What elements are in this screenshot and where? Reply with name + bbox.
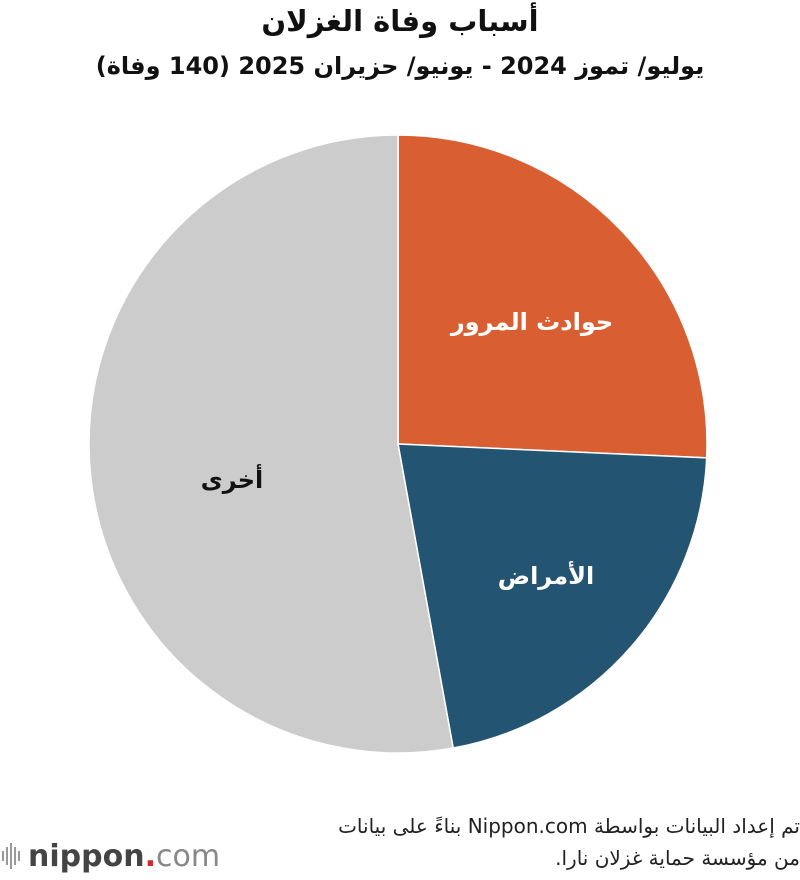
chart-title: أسباب وفاة الغزلان <box>261 4 539 38</box>
slice-traffic-accidents <box>397 134 708 459</box>
nippon-logo: nippon. com <box>2 836 220 876</box>
source-line-1: تم إعداد البيانات بواسطة Nippon.com بناء… <box>338 814 800 838</box>
slice-label-traffic: حوادث المرور <box>450 308 614 336</box>
source-line-2: من مؤسسة حماية غزلان نارا. <box>555 846 800 870</box>
pie-chart <box>88 134 708 754</box>
logo-bars-icon <box>2 843 20 869</box>
logo-com: com <box>155 838 221 874</box>
chart-subtitle: يوليو/ تموز 2024 - يونيو/ حزيران 2025 (1… <box>95 52 705 80</box>
slice-label-disease: الأمراض <box>497 562 595 590</box>
slice-label-other: أخرى <box>200 466 264 494</box>
logo-dot: . <box>144 838 156 874</box>
source-note: تم إعداد البيانات بواسطة Nippon.com بناء… <box>240 810 800 874</box>
slice-other <box>88 134 455 754</box>
slice-diseases <box>397 443 708 749</box>
logo-word: nippon <box>28 838 145 874</box>
